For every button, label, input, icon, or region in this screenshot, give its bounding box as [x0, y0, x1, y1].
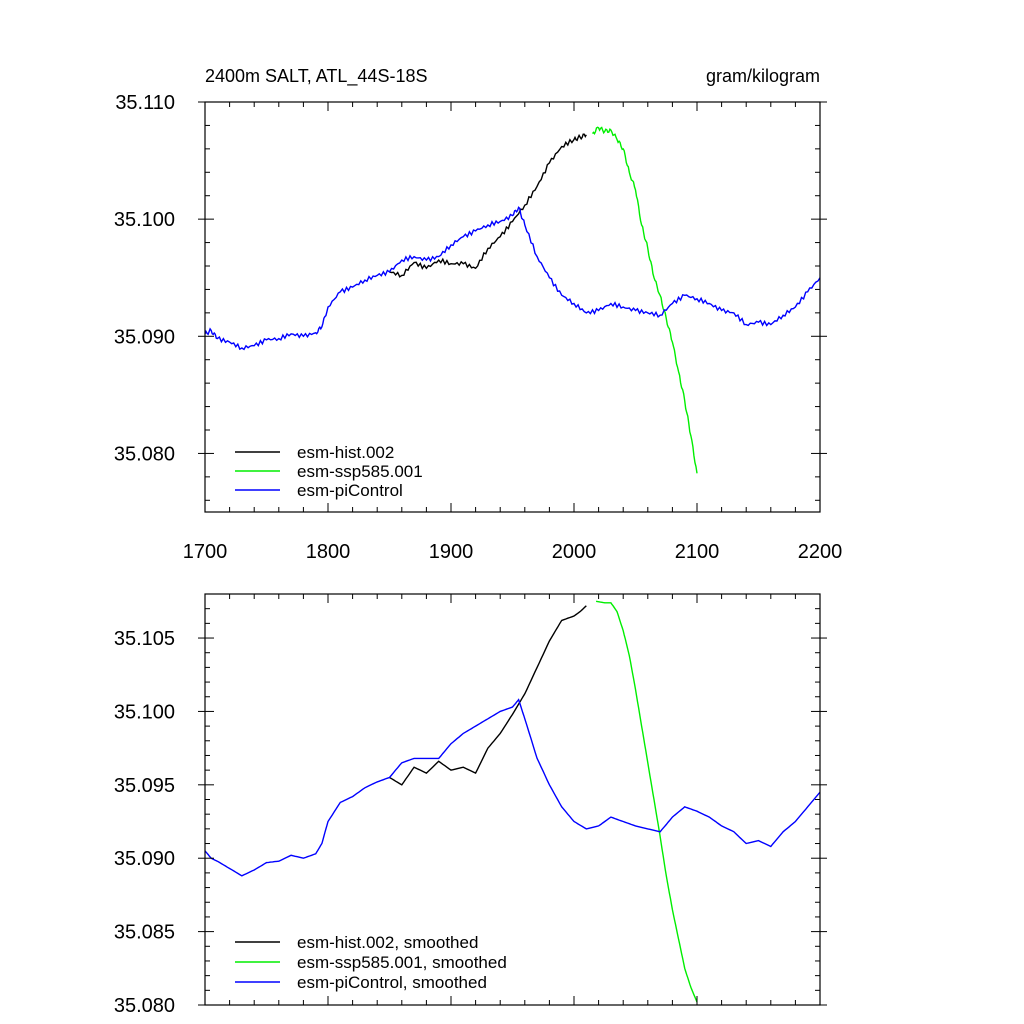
x-tick-label: 2200	[798, 541, 843, 563]
legend-label: esm-hist.002, smoothed	[297, 933, 478, 952]
top-panel: 2400m SALT, ATL_44S-18S gram/kilogram 17…	[114, 66, 842, 563]
y-tick-label: 35.090	[114, 848, 175, 870]
x-tick-label: 2000	[552, 541, 597, 563]
legend-label: esm-piControl	[297, 481, 403, 500]
series-line-esm-hist-002	[389, 133, 587, 278]
x-tick-label: 1700	[183, 541, 228, 563]
y-tick-label: 35.080	[114, 995, 175, 1017]
bottom-panel: 35.080 35.085 35.090 35.095 35.100 35.105 esm…	[114, 593, 827, 1017]
x-tick-label: 2100	[675, 541, 720, 563]
x-tick-label: 1900	[429, 541, 474, 563]
legend-label: esm-hist.002	[297, 443, 394, 462]
y-tick-label: 35.080	[114, 443, 175, 465]
legend-label: esm-ssp585.001, smoothed	[297, 953, 507, 972]
series-line-esm-ssp585-001-smoothed	[595, 600, 698, 1003]
series-line-esm-picontrol	[204, 206, 821, 351]
y-tick-label: 35.100	[114, 701, 175, 723]
y-tick-label: 35.100	[114, 209, 175, 231]
series-line-esm-picontrol-smoothed	[204, 698, 821, 877]
series-line-esm-hist-002-smoothed	[389, 605, 587, 786]
x-tick-label: 1800	[306, 541, 351, 563]
legend-label: esm-piControl, smoothed	[297, 973, 487, 992]
chart-title: 2400m SALT, ATL_44S-18S	[205, 66, 427, 87]
units-label: gram/kilogram	[706, 66, 820, 86]
y-tick-label: 35.085	[114, 922, 175, 944]
legend-label: esm-ssp585.001	[297, 462, 423, 481]
y-tick-label: 35.110	[115, 92, 175, 114]
y-tick-label: 35.090	[114, 326, 175, 348]
plot-frame	[204, 101, 821, 513]
series-line-esm-ssp585-001	[591, 126, 698, 474]
y-tick-label: 35.105	[114, 628, 175, 650]
y-tick-label: 35.095	[114, 775, 175, 797]
